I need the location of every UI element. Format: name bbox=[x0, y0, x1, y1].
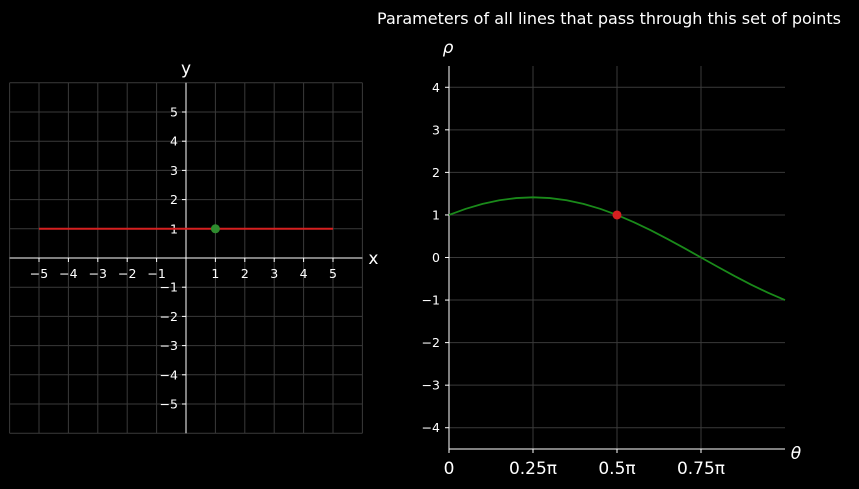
y-tick-label: 1 bbox=[432, 207, 440, 222]
y-tick-label: −4 bbox=[160, 367, 178, 382]
y-tick-label: −1 bbox=[160, 280, 178, 295]
x-tick-label: 1 bbox=[211, 266, 219, 281]
y-tick-label: −5 bbox=[160, 397, 178, 412]
hough-parameter-panel: −4 −3 −2 −1 0 1 2 3 4 0 0.25π 0.5π 0.75π θ ρ bbox=[422, 38, 802, 479]
x-tick-label: −5 bbox=[30, 266, 48, 281]
x-axis-label: x bbox=[368, 249, 378, 269]
x-axis-label: θ bbox=[791, 444, 802, 464]
y-tick-label: 4 bbox=[432, 80, 440, 95]
x-tick-label: 0.75π bbox=[677, 459, 725, 479]
y-tick-label: 4 bbox=[170, 134, 178, 149]
y-axis-label: y bbox=[181, 59, 191, 79]
y-tick-label: 3 bbox=[170, 163, 178, 178]
y-tick-label: 3 bbox=[432, 122, 440, 137]
y-tick-label: −4 bbox=[422, 420, 440, 435]
y-tick-label: −3 bbox=[160, 338, 178, 353]
y-tick-label: 5 bbox=[170, 105, 178, 120]
x-tick-label: 2 bbox=[241, 266, 249, 281]
intersection-point bbox=[612, 210, 622, 220]
y-tick-label: −2 bbox=[422, 335, 440, 350]
x-tick-label: 3 bbox=[270, 266, 278, 281]
y-tick-label: 2 bbox=[432, 165, 440, 180]
y-tick-label: −2 bbox=[160, 309, 178, 324]
data-point bbox=[210, 224, 220, 234]
y-axis-label: ρ bbox=[443, 38, 454, 58]
x-tick-label: 0.5π bbox=[598, 459, 635, 479]
x-tick-label: 0.25π bbox=[509, 459, 557, 479]
x-tick-label: −1 bbox=[147, 266, 165, 281]
y-tick-label: −3 bbox=[422, 378, 440, 393]
x-tick-label: 0 bbox=[444, 459, 455, 479]
x-tick-label: −2 bbox=[118, 266, 136, 281]
y-tick-label: −1 bbox=[422, 293, 440, 308]
x-tick-label: 4 bbox=[300, 266, 308, 281]
x-tick-label: 5 bbox=[329, 266, 337, 281]
x-tick-label: −4 bbox=[59, 266, 77, 281]
x-tick-label: −3 bbox=[89, 266, 107, 281]
y-tick-label: 2 bbox=[170, 192, 178, 207]
hough-panel-title: Parameters of all lines that pass throug… bbox=[377, 9, 841, 28]
y-tick-label: 0 bbox=[432, 250, 440, 265]
